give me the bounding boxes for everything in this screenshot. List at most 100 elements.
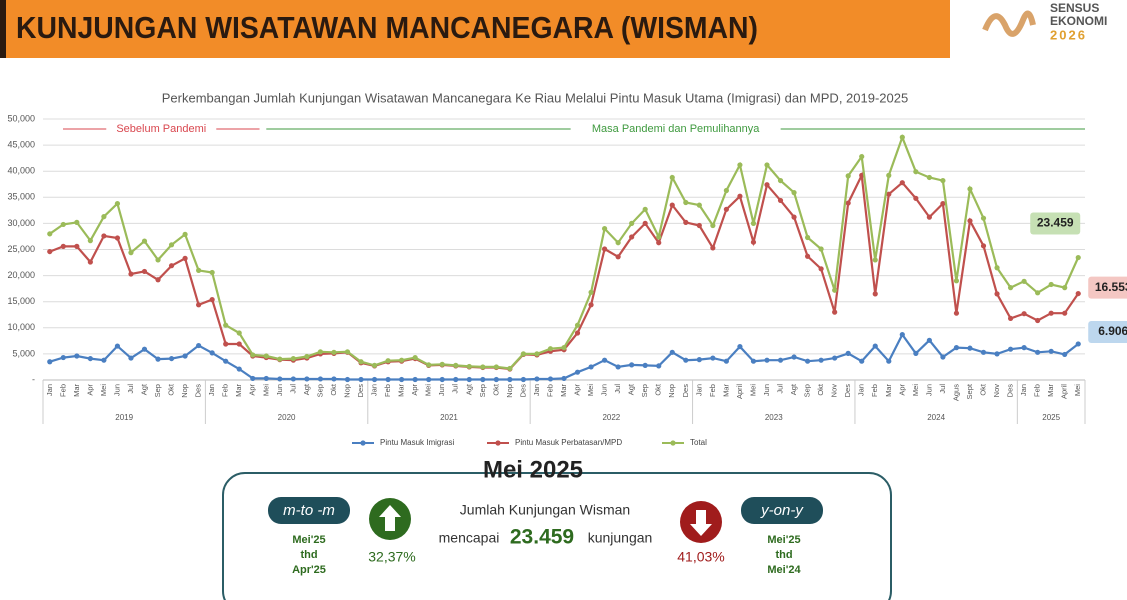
data-point [791,190,797,196]
y-tick-label: - [32,374,35,384]
data-point [128,271,134,277]
x-tick-label: Jan [694,384,703,396]
year-label: 2021 [440,413,458,422]
data-point [1007,346,1014,352]
data-point [87,355,93,362]
data-point [304,376,310,382]
legend-dot [360,440,366,446]
data-point [953,345,960,351]
data-point [683,199,689,206]
down-arrow [690,510,712,536]
data-point [236,366,242,372]
data-point [114,235,121,241]
x-tick-label: Jun [112,384,121,396]
data-point [507,376,513,383]
data-point [439,376,445,383]
data-point [994,265,1000,271]
data-point [750,358,757,364]
data-point [250,352,256,358]
year-label: 2023 [765,413,783,422]
year-label: 2019 [115,413,133,422]
data-point [74,219,80,225]
summary-value: 23.459 [510,526,574,549]
data-point [182,255,188,261]
data-point [344,376,351,383]
data-point [899,180,905,186]
x-tick-label: Mei [99,384,108,396]
data-point [832,287,838,293]
data-point [764,162,770,168]
logo-mark [982,10,1036,37]
value-label: 16.553 [1095,280,1127,294]
data-point [804,234,811,241]
x-tick-label: Jul [288,384,297,394]
x-tick-label: Feb [1033,384,1042,397]
x-tick-label: Nov [992,384,1001,398]
mtm-change: 32,37% [368,549,415,565]
data-point [209,350,215,356]
x-tick-label: Okt [491,383,500,396]
data-point [426,362,432,368]
data-point [196,267,202,273]
x-tick-label: Jun [275,384,284,396]
summary-text: kunjungan [588,530,653,546]
x-tick-label: Jun [924,384,933,396]
value-label-bg [1030,212,1081,235]
y-tick-label: 10,000 [7,322,35,332]
data-point [872,343,878,349]
x-tick-label: Apr [85,383,94,395]
data-point [737,343,743,350]
x-tick-label: Jul [776,384,785,394]
data-point [967,345,973,351]
data-point [47,231,53,237]
data-point [263,353,269,359]
data-point [804,358,811,364]
data-point [317,349,324,355]
data-point [818,246,824,252]
data-point [358,359,364,365]
data-point [615,364,621,370]
data-point [561,375,567,382]
x-tick-label: Agt [139,383,148,395]
data-point [182,353,188,359]
legend-label: Pintu Masuk Imigrasi [380,438,454,447]
data-point [520,351,527,357]
data-point [1021,311,1027,317]
x-tick-label: April [735,384,744,399]
data-point [493,376,499,383]
x-tick-label: Sep [315,384,324,397]
data-point [750,220,757,226]
y-tick-label: 30,000 [7,218,35,228]
x-tick-label: Mei [1073,384,1082,396]
data-point [168,355,175,362]
x-tick-label: Des [843,384,852,398]
data-point [1048,281,1054,288]
y-tick-label: 45,000 [7,139,35,149]
annotation-bg [570,121,781,137]
data-point [399,357,405,363]
value-label: 23.459 [1037,216,1074,230]
y-tick-label: 20,000 [7,270,35,280]
data-point [223,341,229,347]
data-point [128,355,134,361]
data-point [209,297,215,303]
data-point [818,357,824,363]
x-tick-label: Mei [911,384,920,396]
data-point [47,359,53,365]
data-point [547,346,554,352]
summary-text: Jumlah Kunjungan Wisman [460,502,630,518]
data-point [980,349,987,355]
data-point [236,330,242,336]
data-point [87,238,93,244]
data-point [141,346,148,352]
data-point [723,187,729,194]
data-point [601,226,608,232]
data-point [764,357,770,363]
x-tick-label: Jul [613,384,622,394]
data-point [737,193,743,199]
data-point [466,376,472,383]
data-point [710,222,716,229]
mtm-period: thd [300,549,317,561]
x-tick-label: Jun [600,384,609,396]
y-tick-label: 15,000 [7,296,35,306]
